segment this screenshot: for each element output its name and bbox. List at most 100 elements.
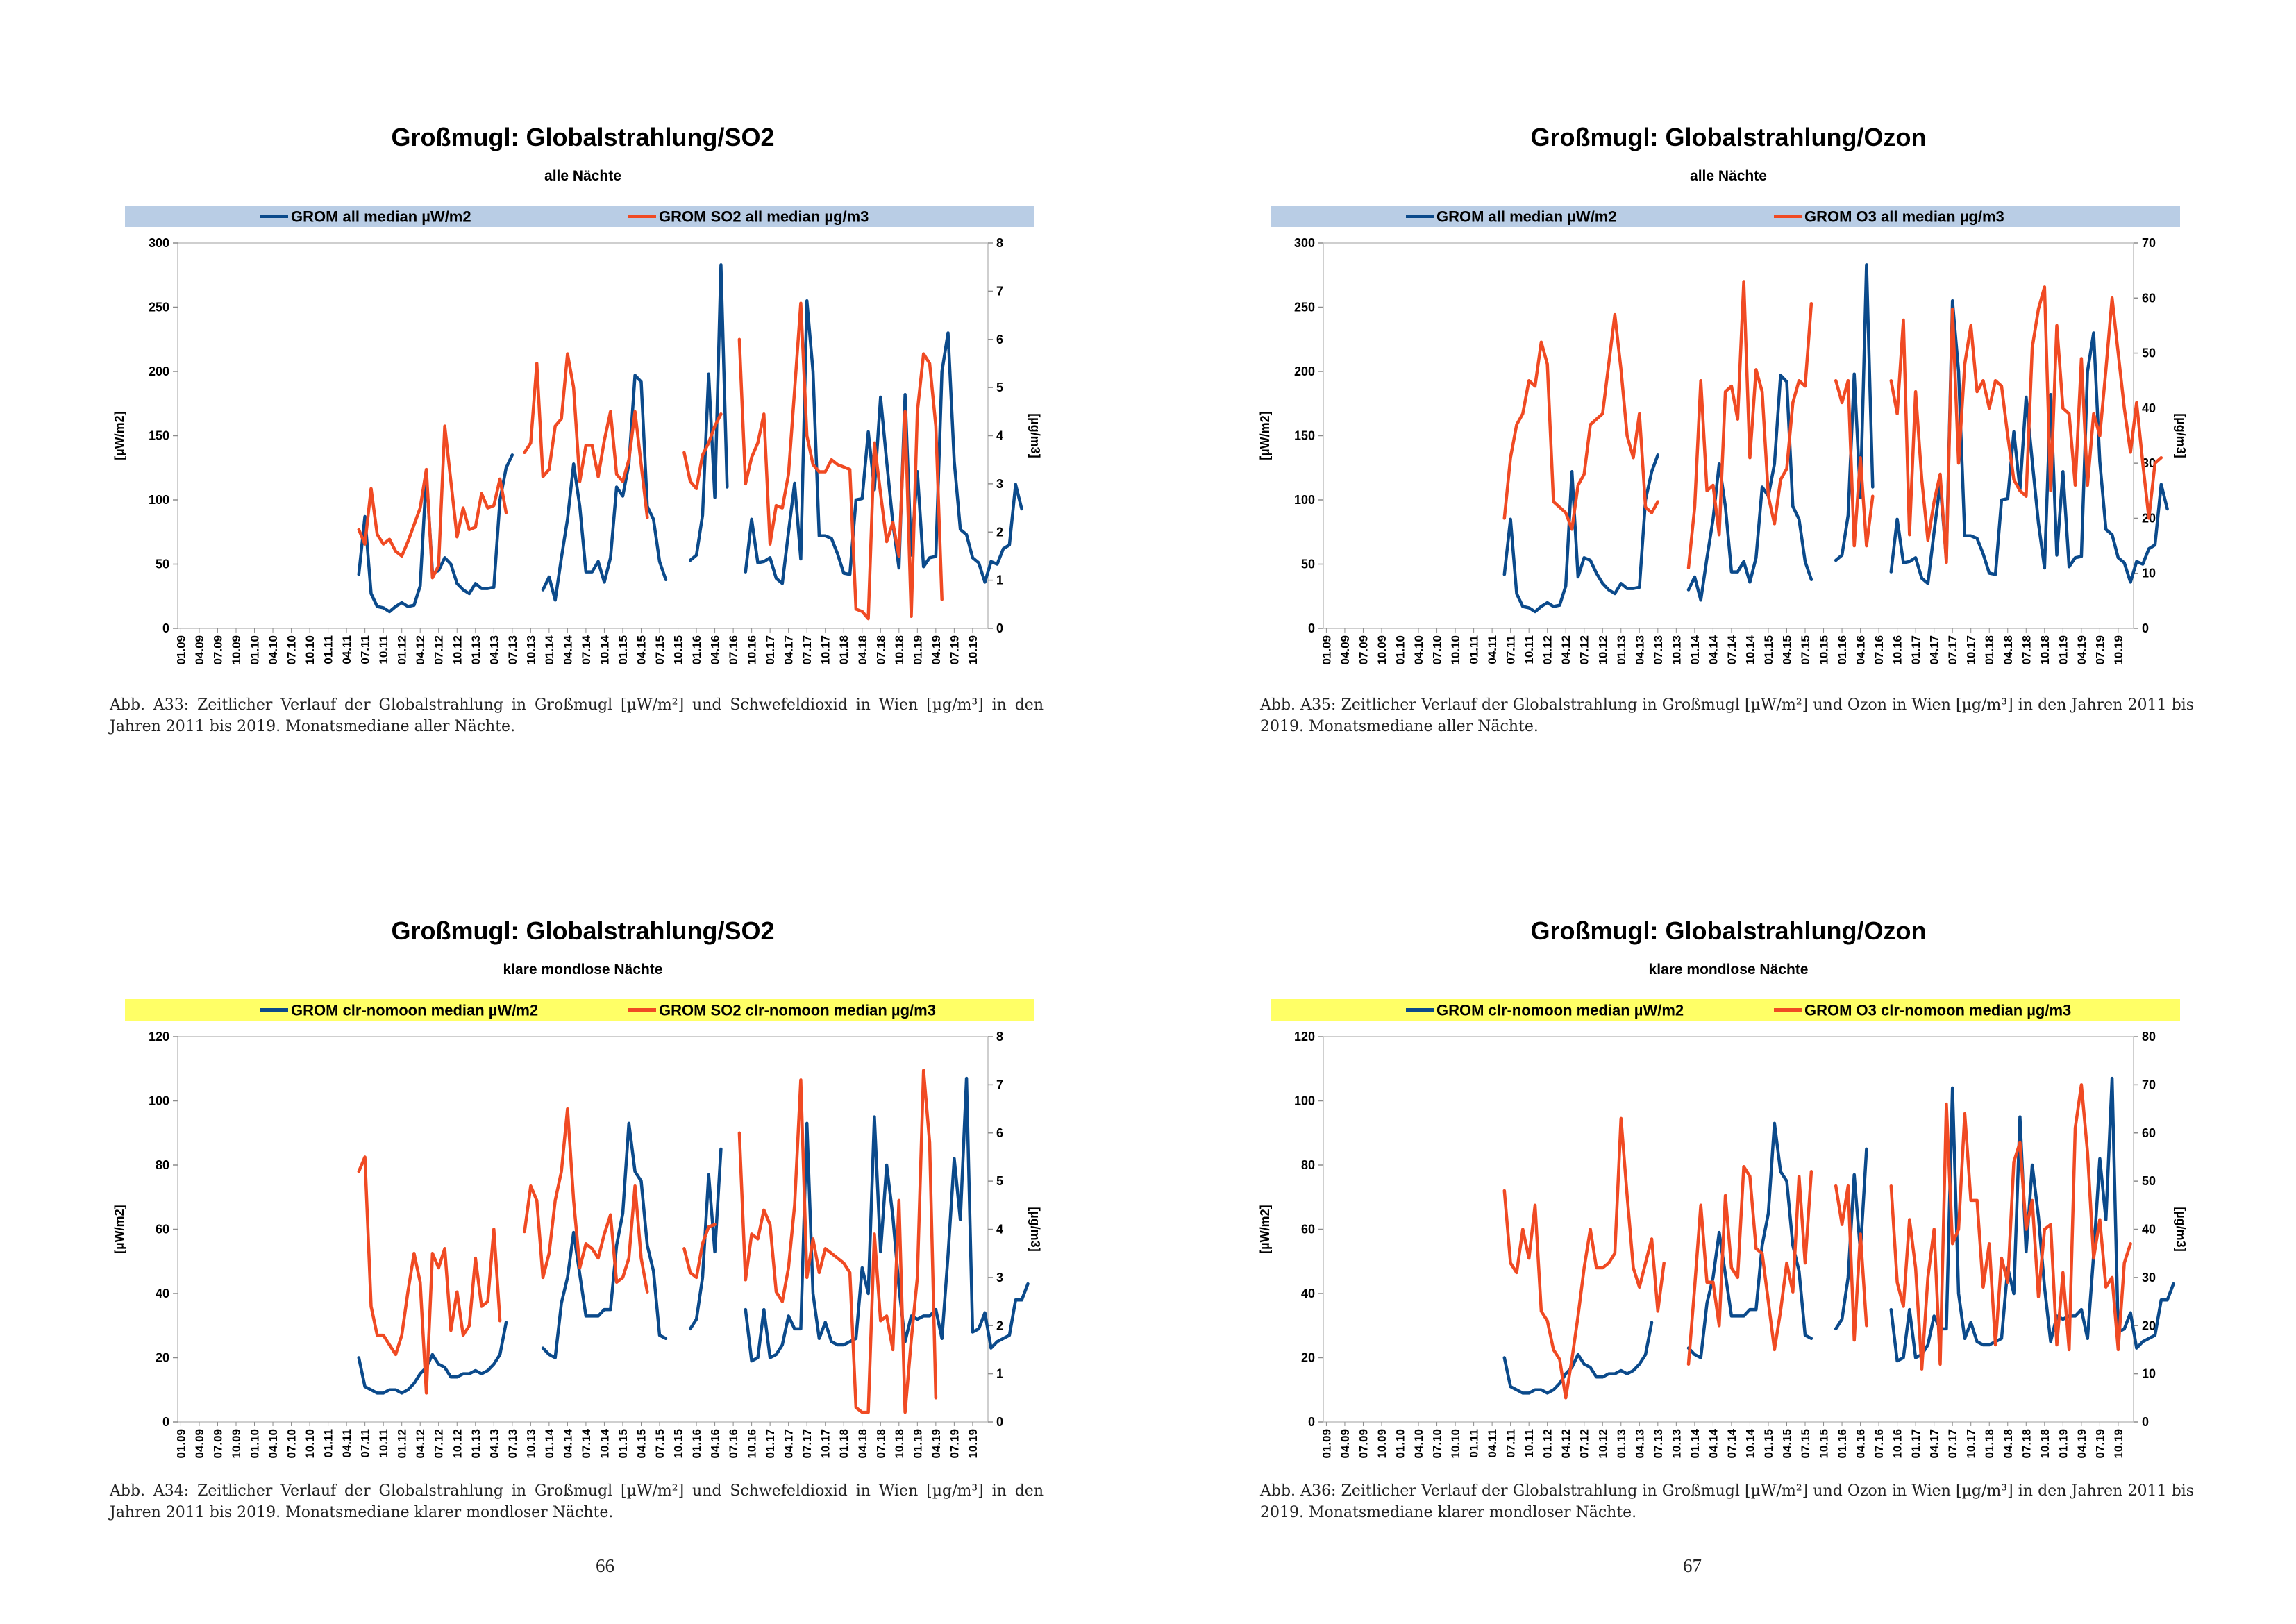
y-tick-label: 80: [156, 1158, 169, 1172]
x-tick-label: 10.12: [1596, 635, 1609, 665]
x-tick-label: 04.12: [1559, 1429, 1573, 1459]
y-tick-label: 0: [1308, 1415, 1315, 1429]
series-2-line-segment: [523, 352, 649, 519]
x-tick-label: 04.17: [782, 635, 796, 665]
series-1-line-segment: [1502, 453, 1660, 614]
y-tick-label: 120: [149, 1030, 169, 1044]
series-2-line-segment: [1686, 280, 1813, 570]
series-2-line-segment: [1834, 1184, 1868, 1342]
x-tick-label: 07.16: [727, 635, 740, 665]
x-tick-label: 04.15: [635, 635, 648, 665]
y2-tick-label: 4: [996, 1223, 1003, 1237]
x-tick-label: 07.16: [1872, 635, 1886, 665]
x-tick-label: 10.09: [230, 635, 243, 665]
x-tick-label: 10.09: [230, 1429, 243, 1459]
x-tick-label: 01.10: [249, 635, 262, 665]
x-tick-label: 10.12: [451, 635, 464, 665]
y2-tick-label: 7: [996, 1078, 1003, 1091]
x-tick-label: 04.10: [267, 635, 280, 665]
y2-tick-label: 5: [996, 380, 1003, 394]
x-tick-label: 04.09: [1339, 1429, 1352, 1459]
x-tick-label: 10.16: [746, 635, 759, 665]
series-2-line-segment: [682, 412, 723, 491]
legend-label-1: GROM all median µW/m2: [1436, 208, 1617, 226]
x-tick-label: 04.13: [487, 1429, 501, 1459]
x-tick-label: 04.16: [1854, 1429, 1868, 1459]
x-tick-label: 04.11: [340, 635, 353, 664]
x-tick-label: 01.17: [1909, 635, 1922, 665]
y-tick-label: 60: [156, 1223, 169, 1237]
x-tick-label: 07.12: [1578, 635, 1591, 665]
y2-tick-label: 2: [996, 525, 1003, 539]
x-tick-label: 07.18: [874, 1429, 887, 1459]
x-tick-label: 01.19: [911, 635, 924, 665]
y2-tick-label: 0: [996, 621, 1003, 635]
x-tick-label: 07.09: [1357, 635, 1370, 665]
x-tick-label: 04.16: [1854, 635, 1868, 665]
series-2: [357, 301, 944, 621]
series-2: [1502, 1083, 2132, 1400]
x-tick-label: 01.18: [1983, 635, 1996, 665]
x-tick-label: 10.14: [598, 1428, 611, 1458]
x-tick-label: 04.16: [709, 1429, 722, 1459]
x-tick-label: 07.19: [2093, 1429, 2106, 1459]
chart-legend: GROM clr-nomoon median µW/m2 GROM O3 clr-…: [1271, 999, 2180, 1021]
y2-tick-label: 10: [2142, 1367, 2156, 1381]
x-tick-label: 01.17: [1909, 1429, 1922, 1459]
x-tick-label: 07.14: [580, 635, 593, 664]
series-2: [357, 1069, 938, 1414]
x-tick-label: 01.15: [617, 1429, 630, 1459]
x-tick-label: 04.10: [1412, 635, 1425, 665]
y2-tick-label: 0: [2142, 621, 2149, 635]
y-tick-label: 50: [156, 558, 169, 571]
chart-legend: GROM clr-nomoon median µW/m2 GROM SO2 clr…: [125, 999, 1034, 1021]
chart-title: Großmugl: Globalstrahlung/Ozon: [1531, 123, 1927, 151]
x-tick-label: 01.11: [322, 1429, 335, 1458]
x-tick-label: 01.17: [764, 635, 777, 665]
legend-label-1: GROM clr-nomoon median µW/m2: [1436, 1002, 1684, 1019]
chart-so2-all-nights: Großmugl: Globalstrahlung/SO2 alle Nächte…: [112, 123, 1042, 665]
x-tick-label: 07.19: [948, 635, 961, 665]
y-tick-label: 40: [156, 1287, 169, 1300]
y2-tick-label: 4: [996, 429, 1003, 443]
x-tick-label: 01.12: [396, 635, 409, 665]
y2-tick-label: 40: [2142, 401, 2156, 415]
y2-tick-label: 2: [996, 1319, 1003, 1332]
x-tick-label: 10.19: [966, 635, 980, 665]
x-tick-label: 10.13: [1670, 635, 1683, 665]
x-tick-label: 04.13: [487, 635, 501, 665]
chart-subtitle: klare mondlose Nächte: [1649, 962, 1809, 978]
y-tick-label: 200: [1294, 365, 1315, 378]
x-tick-label: 07.15: [653, 1429, 667, 1459]
series-1-line-segment: [1686, 1121, 1813, 1359]
x-tick-label: 01.15: [1762, 1429, 1775, 1459]
series-2-line-segment: [737, 1069, 938, 1414]
x-tick-label: 10.17: [1965, 1429, 1978, 1459]
x-tick-label: 10.19: [2112, 635, 2125, 665]
y-axis-label: [µW/m2]: [112, 1205, 126, 1253]
series-1-line-segment: [541, 1121, 668, 1359]
y2-tick-label: 8: [996, 1030, 1003, 1044]
x-tick-label: 04.12: [414, 635, 427, 665]
x-tick-label: 04.11: [1486, 635, 1499, 664]
y2-tick-label: 30: [2142, 1271, 2156, 1284]
y2-axis-label: [µg/m3]: [2174, 1207, 2188, 1251]
x-tick-label: 01.18: [837, 635, 850, 665]
y2-tick-label: 3: [996, 1271, 1003, 1284]
x-tick-label: 07.11: [1505, 1429, 1518, 1458]
y2-tick-label: 8: [996, 236, 1003, 250]
y-axis-label: [µW/m2]: [1258, 411, 1272, 460]
series-2-line-segment: [1686, 1165, 1813, 1366]
x-tick-label: 07.14: [1725, 1428, 1738, 1458]
x-tick-label: 10.11: [1523, 1429, 1536, 1458]
series-1-line-segment: [744, 299, 1023, 585]
legend-label-2: GROM SO2 clr-nomoon median µg/m3: [659, 1002, 936, 1019]
y-tick-label: 100: [1294, 1094, 1315, 1108]
x-tick-label: 01.18: [1983, 1429, 1996, 1459]
x-tick-label: 07.10: [1431, 1429, 1444, 1459]
x-tick-label: 10.18: [893, 1429, 906, 1459]
x-tick-label: 10.12: [451, 1429, 464, 1459]
x-tick-label: 01.14: [543, 635, 556, 664]
y2-tick-label: 60: [2142, 1126, 2156, 1140]
x-tick-label: 07.18: [2020, 635, 2033, 665]
